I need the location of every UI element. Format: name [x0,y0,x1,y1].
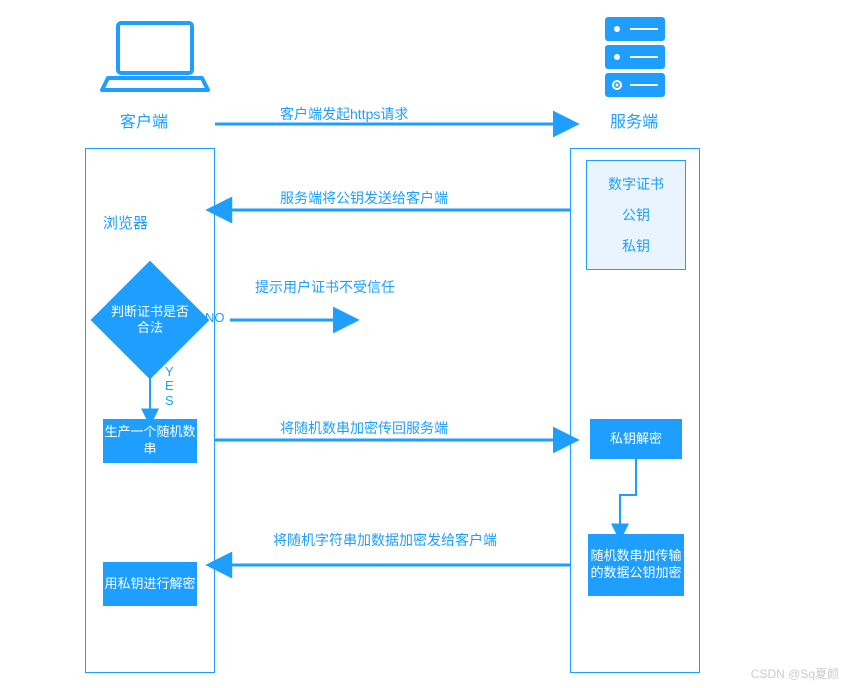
arrow5-label: 将随机字符串加数据加密发给客户端 [270,530,500,550]
arrow1-label: 客户端发起https请求 [280,104,408,124]
arrow4-label: 将随机数串加密传回服务端 [280,418,448,438]
arrow2-label: 服务端将公钥发送给客户端 [280,188,448,208]
watermark: CSDN @Sq夏颜 [751,665,839,682]
arrow3-label: 提示用户证书不受信任 [255,277,395,297]
arrows-layer [0,0,849,688]
